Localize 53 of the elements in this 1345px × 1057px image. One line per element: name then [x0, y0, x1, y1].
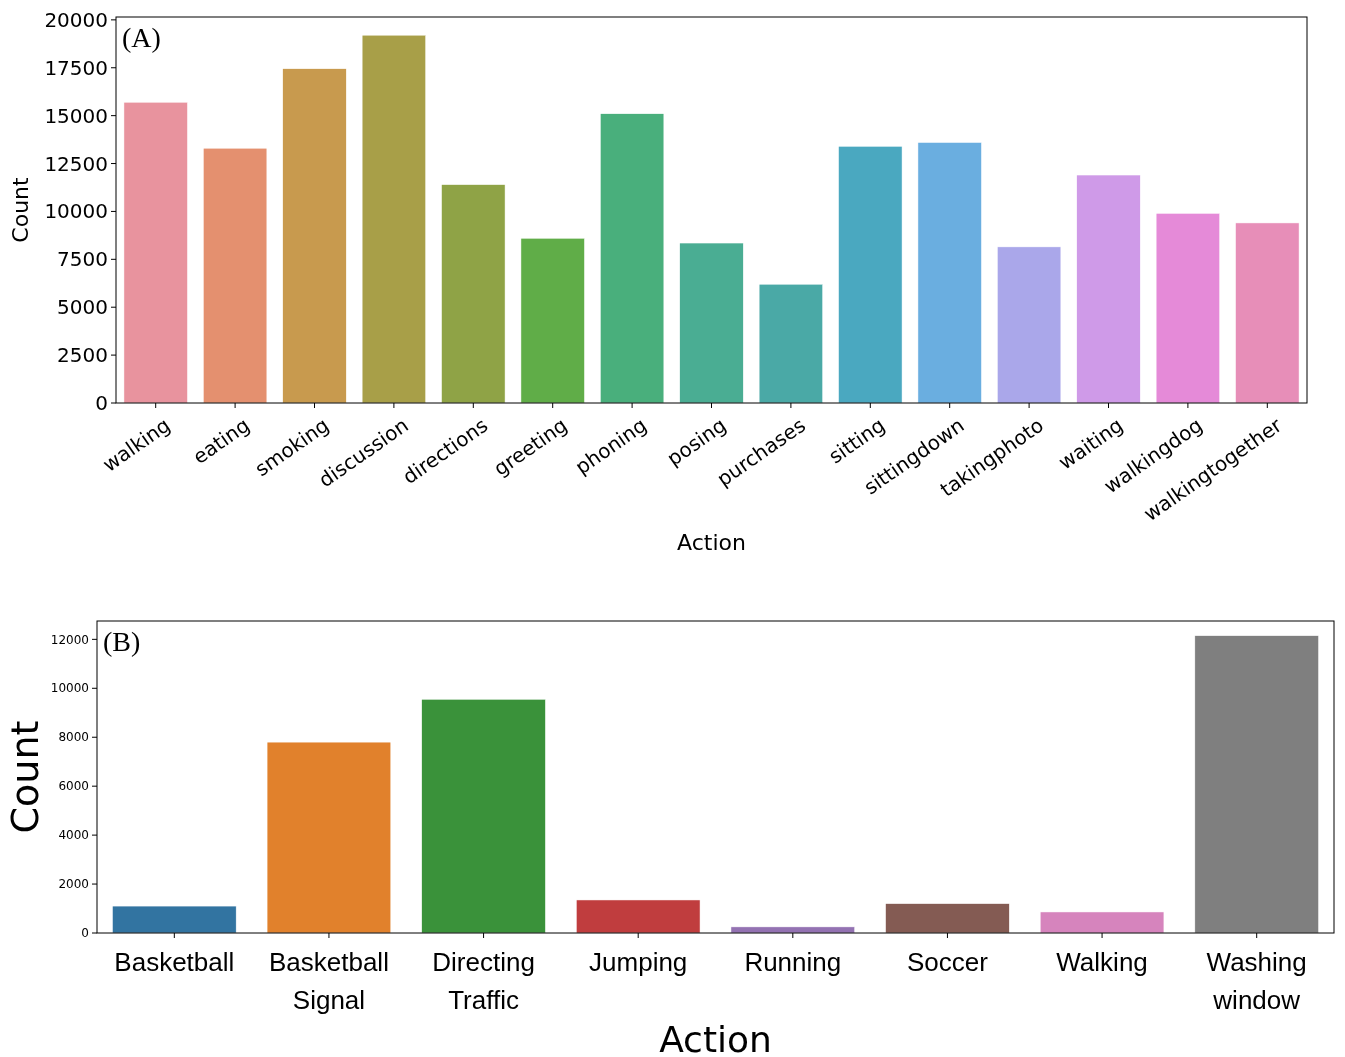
bar: [758, 283, 823, 404]
x-tick-label: Directing Traffic: [432, 947, 535, 1015]
y-tick-label: 2000: [58, 877, 89, 892]
bar: [997, 246, 1062, 404]
bar: [1235, 222, 1300, 404]
x-axis-title: Action: [677, 530, 746, 555]
y-tick-label: 0: [95, 391, 108, 415]
chart-title: (A): [122, 22, 161, 53]
y-tick-label: 6000: [58, 779, 89, 794]
x-axis-title: Action: [659, 1019, 772, 1057]
x-tick-label: Washing window: [1206, 947, 1307, 1015]
y-tick-label: 17500: [44, 55, 108, 80]
x-tick-label: Jumping: [589, 947, 688, 977]
y-tick-label: 12000: [50, 632, 89, 647]
bar: [885, 903, 1010, 934]
y-tick-label: 12500: [44, 151, 108, 176]
y-tick-label: 10000: [44, 199, 108, 224]
x-tick-label: Soccer: [906, 947, 989, 977]
bar: [421, 699, 546, 934]
bar: [123, 102, 188, 404]
chart-title: (B): [103, 626, 141, 657]
y-tick-label: 0: [81, 926, 89, 941]
y-tick-label: 20000: [44, 7, 108, 32]
bar: [203, 147, 268, 404]
bar: [112, 905, 237, 934]
bar: [730, 926, 855, 934]
bar: [1155, 213, 1220, 404]
bar: [1076, 174, 1141, 404]
bar: [520, 238, 585, 404]
y-tick-label: 2500: [57, 343, 108, 368]
bar: [282, 68, 347, 404]
bar: [600, 113, 665, 404]
bar: [838, 146, 903, 404]
y-tick-label: 4000: [58, 828, 89, 843]
bar: [1194, 635, 1319, 934]
y-axis-title: Count: [8, 176, 33, 243]
x-tick-label: Running: [744, 947, 842, 977]
bar: [917, 142, 982, 404]
x-tick-label: Basketball Signal: [268, 947, 389, 1015]
bar: [576, 899, 701, 934]
y-tick-label: 5000: [57, 295, 108, 320]
x-tick-label: Basketball: [114, 947, 235, 977]
bar: [441, 184, 506, 404]
y-axis-title: Count: [3, 720, 47, 834]
y-tick-label: 7500: [57, 247, 108, 272]
y-tick-label: 15000: [44, 103, 108, 128]
y-tick-label: 10000: [50, 681, 89, 696]
bar: [361, 34, 426, 404]
y-tick-label: 8000: [58, 730, 89, 745]
x-tick-label: Walking: [1056, 947, 1148, 977]
bar: [1039, 911, 1165, 934]
bar: [266, 741, 392, 934]
bar: [679, 242, 744, 404]
